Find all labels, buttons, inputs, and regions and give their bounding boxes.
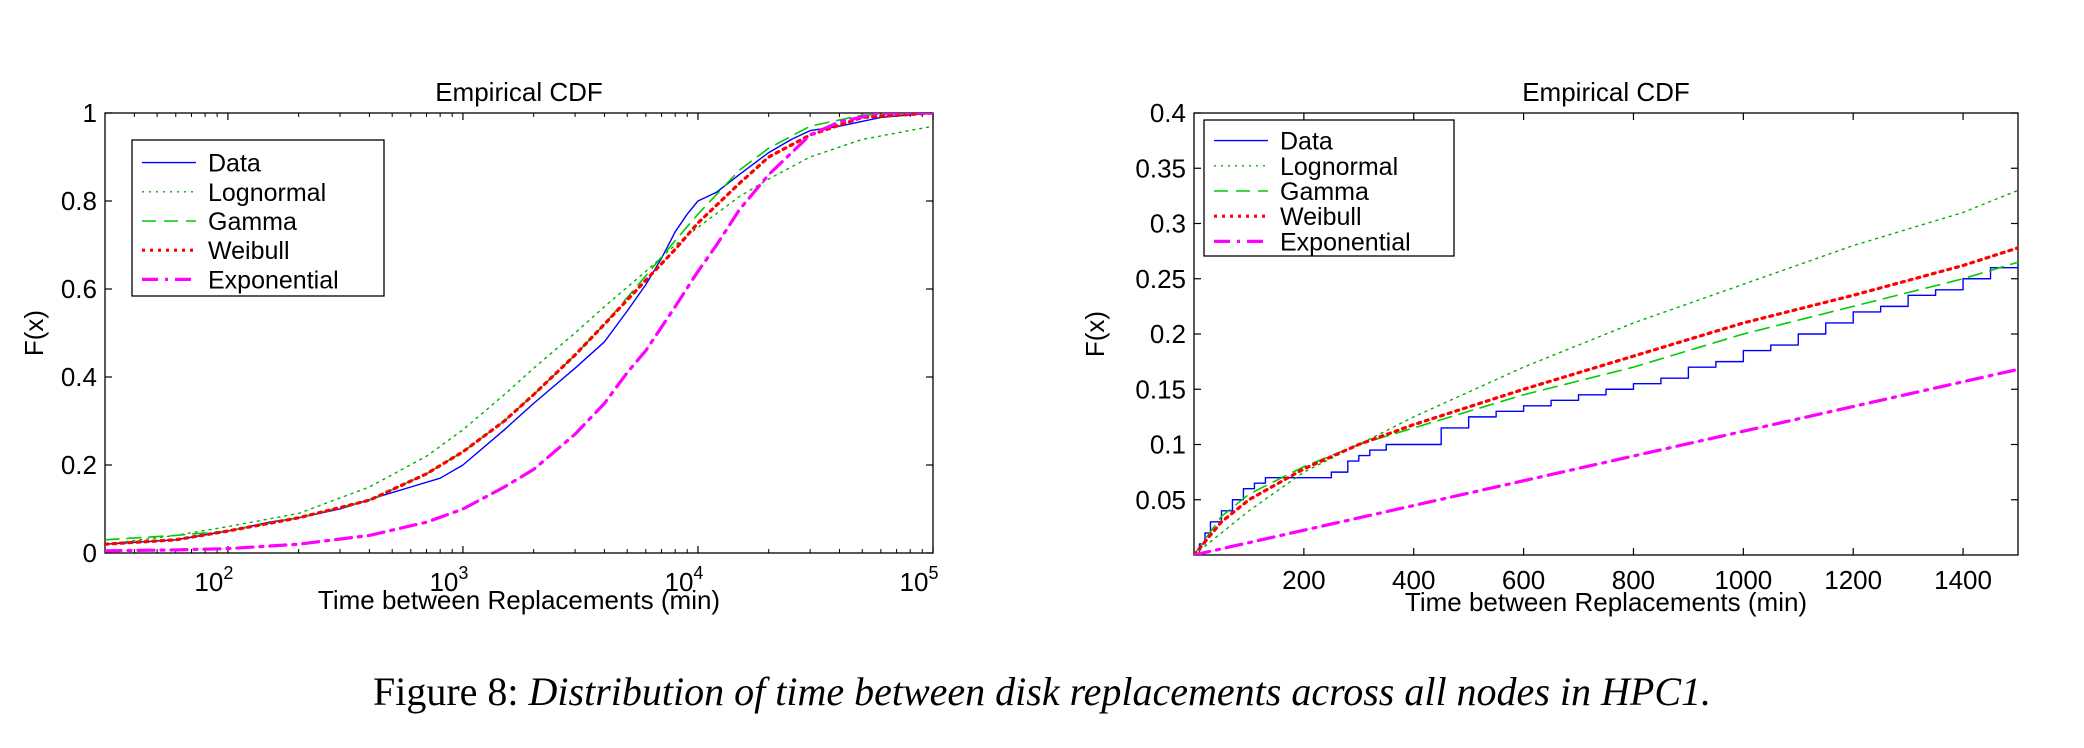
x-axis-label: Time between Replacements (min): [1405, 587, 1807, 617]
y-tick-label: 0: [83, 538, 97, 568]
series-exponential: [1194, 367, 2018, 555]
legend-label-gamma: Gamma: [1280, 178, 1369, 206]
legend-label-data: Data: [1280, 128, 1333, 156]
legend-label-weibull: Weibull: [1280, 203, 1362, 231]
x-tick-label: 600: [1502, 565, 1545, 595]
series-data: [1194, 261, 2018, 555]
legend-label-exponential: Exponential: [1280, 228, 1411, 256]
axes-frame: [104, 112, 934, 554]
legend-box: [131, 139, 385, 297]
x-tick-label: 102: [194, 563, 233, 597]
x-tick-label: 800: [1612, 565, 1655, 595]
y-tick-label: 0.3: [1150, 209, 1186, 239]
plot-area: [105, 113, 933, 553]
figure-caption: Figure 8: Distribution of time between d…: [0, 668, 2084, 715]
legend-box: [1203, 119, 1455, 257]
y-tick-label: 1: [83, 98, 97, 128]
legend-label-weibull: Weibull: [208, 237, 290, 265]
y-tick-label: 0.05: [1135, 485, 1186, 515]
y-tick-label: 0.25: [1135, 264, 1186, 294]
legend-label-gamma: Gamma: [208, 208, 297, 236]
legend-label-lognormal: Lognormal: [1280, 153, 1398, 181]
chart-title: Empirical CDF: [435, 77, 603, 107]
x-tick-label: 105: [900, 563, 939, 597]
x-axis-label: Time between Replacements (min): [318, 585, 720, 615]
plot-area: [1194, 189, 2018, 555]
series-lognormal: [1194, 189, 2018, 555]
y-tick-label: 0.2: [1150, 319, 1186, 349]
series-gamma: [1194, 261, 2018, 555]
legend-label-exponential: Exponential: [208, 266, 339, 294]
x-tick-label: 1200: [1824, 565, 1882, 595]
y-tick-label: 0.1: [1150, 430, 1186, 460]
chart-title: Empirical CDF: [1522, 77, 1690, 107]
x-tick-label: 200: [1282, 565, 1325, 595]
series-gamma: [105, 113, 933, 541]
chart-2: 200 400 600 800 1000 1200 1400 0.05 0.1 0.15 0.2 0.…: [1080, 77, 2019, 617]
legend-label-lognormal: Lognormal: [208, 179, 326, 207]
x-tick-label: 104: [664, 563, 703, 597]
x-tick-label: 1400: [1934, 565, 1992, 595]
caption-text: Distribution of time between disk replac…: [528, 669, 1711, 714]
series-lognormal: [105, 125, 933, 545]
legend-label-data: Data: [208, 150, 261, 178]
series-weibull: [1194, 246, 2018, 555]
x-tick-label: 1000: [1714, 565, 1772, 595]
y-tick-label: 0.4: [61, 362, 97, 392]
chart-1: 102 103 104 105 0 0.2 0.4 0.6 0.8 1 Empirical CDF T…: [19, 77, 938, 615]
x-tick-label: 103: [429, 563, 468, 597]
y-tick-label: 0.35: [1135, 153, 1186, 183]
x-tick-label: 400: [1392, 565, 1435, 595]
y-axis-label: F(x): [19, 310, 49, 356]
y-axis-label: F(x): [1080, 311, 1110, 357]
y-tick-label: 0.8: [61, 186, 97, 216]
caption-label: Figure 8:: [372, 669, 519, 714]
series-weibull: [105, 113, 933, 546]
y-tick-label: 0.15: [1135, 374, 1186, 404]
series-exponential: [105, 113, 933, 553]
y-tick-label: 0.4: [1150, 98, 1186, 128]
y-tick-label: 0.6: [61, 274, 97, 304]
y-tick-label: 0.2: [61, 450, 97, 480]
